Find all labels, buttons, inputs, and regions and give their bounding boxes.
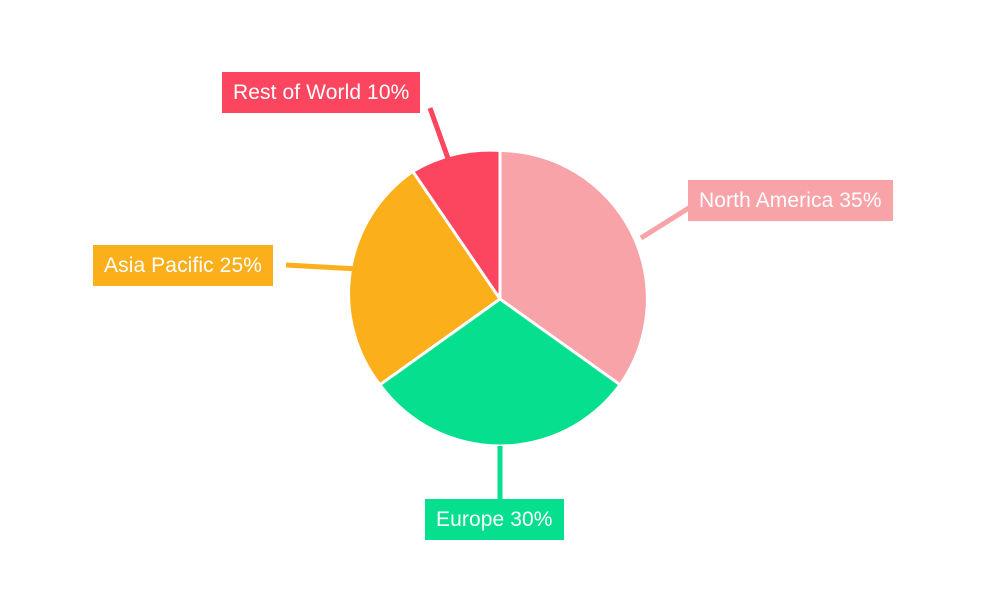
pie-label-rest-of-world[interactable]: Rest of World 10% <box>222 72 421 113</box>
pie-label-rest-of-world-text: Rest of World 10% <box>233 81 410 104</box>
pie-label-north-america-text: North America 35% <box>699 189 882 212</box>
leader-line-rest-of-world <box>427 107 453 165</box>
pie-label-europe-text: Europe 30% <box>436 508 553 531</box>
pie-slice-dividers <box>379 150 621 386</box>
divider-asia-row <box>412 171 502 301</box>
pie-label-north-america[interactable]: North America 35% <box>688 180 893 221</box>
pie-label-asia-pacific[interactable]: Asia Pacific 25% <box>93 245 274 286</box>
pie-slice-asia-pacific[interactable] <box>350 172 500 384</box>
pie-slice-europe[interactable] <box>381 299 619 445</box>
divider-na-europe <box>498 297 621 386</box>
divider-europe-asia <box>379 297 502 386</box>
pie-label-europe[interactable]: Europe 30% <box>425 499 564 540</box>
pie-slice-rest-of-world[interactable] <box>413 151 500 299</box>
leader-line-asia-pacific <box>285 262 359 272</box>
pie-slice-north-america[interactable] <box>500 152 646 384</box>
pie-slices <box>350 151 646 445</box>
pie-label-asia-pacific-text: Asia Pacific 25% <box>104 254 263 277</box>
